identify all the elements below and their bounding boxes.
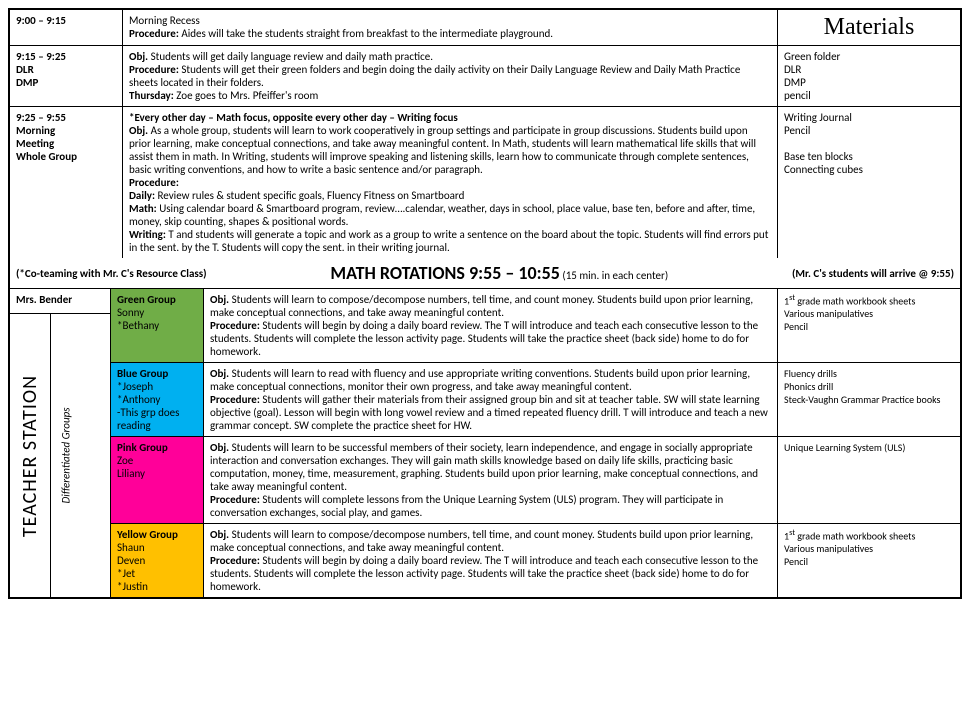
time-cell: 9:25 – 9:55MorningMeetingWhole Group	[10, 107, 123, 258]
rotations-subtitle: (15 min. in each center)	[562, 269, 668, 282]
group-materials: 1st grade math workbook sheetsVarious ma…	[778, 289, 960, 362]
group-row: Green GroupSonny*BethanyObj. Students wi…	[111, 289, 960, 363]
rotations-header-row: (*Co-teaming with Mr. C's Resource Class…	[10, 258, 960, 289]
group-materials: Fluency drillsPhonics drillSteck-Vaughn …	[778, 363, 960, 436]
group-row: Pink GroupZoeLilianyObj. Students will l…	[111, 437, 960, 524]
lesson-plan-table: 9:00 – 9:15Morning RecessProcedure: Aide…	[8, 8, 962, 599]
coteam-note: (*Co-teaming with Mr. C's Resource Class…	[16, 267, 207, 280]
diff-groups-label: Differentiated Groups	[51, 314, 81, 597]
schedule-row: 9:25 – 9:55MorningMeetingWhole Group*Eve…	[10, 107, 960, 258]
group-row: Blue Group*Joseph*Anthony-This grp does …	[111, 363, 960, 437]
description-cell: *Every other day – Math focus, opposite …	[123, 107, 778, 258]
rotations-title: MATH ROTATIONS 9:55 – 10:55	[330, 262, 560, 284]
group-name-cell: Green GroupSonny*Bethany	[111, 289, 204, 362]
group-description: Obj. Students will learn to compose/deco…	[204, 289, 778, 362]
group-name-cell: Yellow GroupShaunDeven*Jet*Justin	[111, 524, 204, 597]
teacher-name: Mrs. Bender	[10, 289, 122, 314]
group-description: Obj. Students will learn to compose/deco…	[204, 524, 778, 597]
group-description: Obj. Students will learn to read with fl…	[204, 363, 778, 436]
schedule-row: 9:00 – 9:15Morning RecessProcedure: Aide…	[10, 10, 960, 46]
materials-header: Materials	[778, 10, 960, 45]
arrive-note: (Mr. C's students will arrive @ 9:55)	[792, 267, 954, 280]
group-name-cell: Blue Group*Joseph*Anthony-This grp does …	[111, 363, 204, 436]
group-name-cell: Pink GroupZoeLiliany	[111, 437, 204, 523]
schedule-row: 9:15 – 9:25DLRDMP Obj. Students will get…	[10, 46, 960, 107]
materials-cell: Green folderDLRDMPpencil	[778, 46, 960, 106]
teacher-station-label: TEACHER STATION	[10, 314, 51, 597]
materials-cell: Writing JournalPencil Base ten blocksCon…	[778, 107, 960, 258]
group-row: Yellow GroupShaunDeven*Jet*JustinObj. St…	[111, 524, 960, 597]
description-cell: Obj. Students will get daily language re…	[123, 46, 778, 106]
description-cell: Morning RecessProcedure: Aides will take…	[123, 10, 778, 45]
time-cell: 9:15 – 9:25DLRDMP	[10, 46, 123, 106]
time-cell: 9:00 – 9:15	[10, 10, 123, 45]
group-materials: 1st grade math workbook sheetsVarious ma…	[778, 524, 960, 597]
group-description: Obj. Students will learn to be successfu…	[204, 437, 778, 523]
group-materials: Unique Learning System (ULS)	[778, 437, 960, 523]
